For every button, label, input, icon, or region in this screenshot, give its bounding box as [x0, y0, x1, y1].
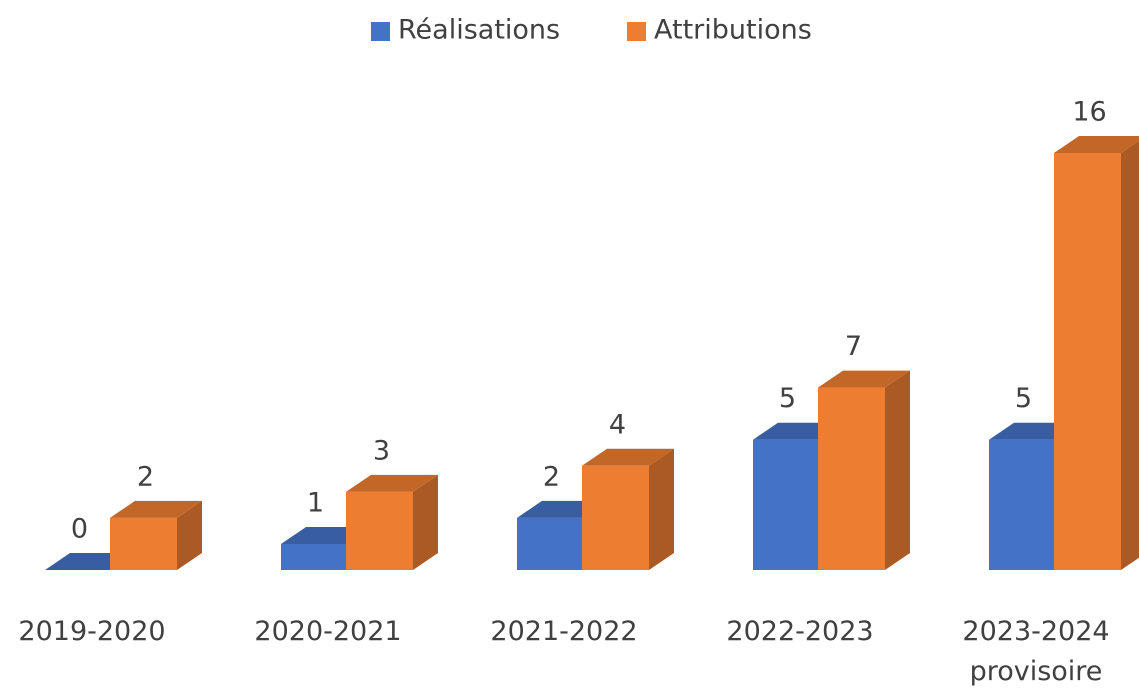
- bar-top: [110, 500, 202, 518]
- data-label: 4: [609, 409, 626, 440]
- bar: [818, 387, 885, 570]
- bar: [1054, 153, 1121, 570]
- x-tick-label: 2020-2021: [254, 616, 402, 647]
- bar: [989, 439, 1054, 570]
- legend-swatch: [371, 22, 390, 41]
- bar-side: [177, 500, 202, 570]
- bar-top: [346, 474, 438, 492]
- bar-side: [1121, 140, 1139, 570]
- data-label: 3: [373, 435, 390, 466]
- bar-side: [885, 370, 910, 570]
- x-tick-label: 2019-2020: [18, 616, 166, 647]
- legend-label: Réalisations: [398, 15, 560, 46]
- x-tick-label: 2021-2022: [490, 616, 638, 647]
- bar: [582, 465, 649, 570]
- data-label: 0: [71, 514, 88, 545]
- bar: [110, 517, 177, 570]
- data-label: 5: [779, 383, 796, 414]
- data-label: 16: [1072, 97, 1106, 128]
- bar-side: [413, 474, 438, 570]
- data-label: 1: [307, 487, 324, 518]
- legend-swatch: [627, 22, 646, 41]
- bar: [753, 439, 818, 570]
- data-label: 5: [1015, 383, 1032, 414]
- data-label: 7: [845, 331, 862, 362]
- bar: [281, 543, 346, 570]
- x-tick-label: 2022-2023: [726, 616, 874, 647]
- data-label: 2: [137, 461, 154, 492]
- bar: [346, 491, 413, 570]
- data-label: 2: [543, 461, 560, 492]
- bar-side: [649, 448, 674, 570]
- x-tick-label: 2023-2024 provisoire: [962, 616, 1110, 687]
- bar-top: [582, 448, 674, 466]
- bar-top: [818, 370, 910, 388]
- legend-label: Attributions: [654, 15, 812, 46]
- bar: [517, 517, 582, 570]
- bar-top: [1054, 136, 1139, 153]
